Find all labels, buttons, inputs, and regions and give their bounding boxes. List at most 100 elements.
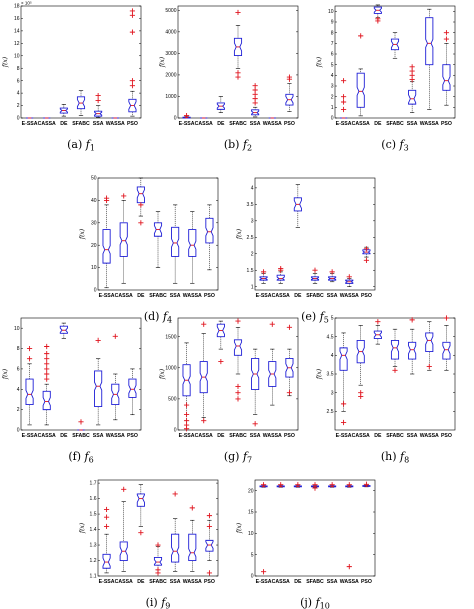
box-sfabc [153,542,163,576]
category-label: CASSA [352,433,370,439]
y-tick-label: 5 [251,552,254,558]
y-tick-label: 1.5 [247,268,254,274]
box-e-ssa [182,342,191,432]
outlier-marker [340,106,347,113]
box-body [251,109,260,116]
outlier-marker [286,74,293,80]
y-axis-label: f(x) [2,368,9,380]
category-label: PSO [284,433,295,439]
plot-frame [20,317,142,431]
plot-frame [97,479,219,577]
panel-7: 0 500 1000 1500 f(x) E-SSA CASSA DE SFABC SSA WASS… [159,317,299,465]
category-label: SSA [250,433,261,439]
y-tick-label: 9 [331,20,334,26]
box-wassa [268,321,277,406]
plot-frame [177,5,299,119]
outlier-marker [218,358,224,365]
box-body [119,541,128,561]
category-label: DE [294,579,302,585]
panel-caption: (j) f10 [300,596,330,609]
outlier-marker [44,366,50,372]
y-tick-label: 20 [91,243,97,249]
category-label: SFABC [72,121,90,127]
plot-frame [20,5,142,119]
outlier-marker [363,246,370,252]
y-tick-label: 10 [14,326,20,332]
outlier-marker [269,321,275,327]
outlier-marker [121,486,127,492]
y-axis-label: f(x) [316,368,323,380]
box-sfabc [390,328,400,373]
box-body [339,347,348,371]
category-label: SFABC [149,293,167,299]
box-e-ssa [259,269,268,284]
outlier-marker [346,274,352,280]
category-label: SFABC [149,579,167,585]
category-label: PSO [127,433,138,439]
y-tick-label: 5 [331,62,334,68]
category-label: DE [374,433,382,439]
y-tick-label: 1 [331,105,334,111]
outlier-marker [129,8,136,14]
box-pso [442,315,451,371]
box-body [59,325,68,334]
box-e-ssa [102,506,111,574]
category-label: DE [60,433,68,439]
outlier-marker [129,12,136,18]
box-pso [442,30,451,106]
box-body [373,330,382,339]
category-label: E-SSA [22,433,38,439]
outlier-marker [44,376,50,382]
box-body [128,98,137,113]
box-ssa [328,269,337,283]
category-label: SFABC [229,433,247,439]
outlier-marker [375,319,381,325]
panel-caption: (f) f6 [68,450,93,465]
outlier-marker [312,267,318,273]
box-wassa [345,274,354,288]
box-sfabc [390,32,400,59]
category-label: PSO [204,293,215,299]
y-tick-label: 4.5 [327,334,334,340]
outlier-marker [26,356,33,362]
box-body [76,96,86,110]
y-tick-label: 2000 [165,73,176,79]
box-e-ssa [339,332,348,426]
category-label: WASSA [420,121,439,127]
box-body [102,229,111,264]
box-wassa [345,482,354,570]
outlier-marker [278,265,284,272]
box-pso [205,513,214,576]
outlier-marker [112,333,118,339]
category-label: WASSA [340,293,359,299]
box-body [188,229,197,257]
category-label: DE [217,121,225,127]
box-body [182,364,191,397]
box-body [356,72,365,108]
box-pso [285,74,294,112]
y-tick-label: 3 [331,390,334,396]
outlier-marker [260,269,267,275]
plot-frame [177,317,299,431]
box-body [310,485,320,488]
outlier-marker [206,513,213,519]
outlier-marker [103,514,110,520]
outlier-marker [329,269,335,275]
outlier-marker [295,482,301,488]
category-label: E-SSA [336,121,352,127]
outlier-marker [155,567,161,573]
outlier-marker [363,481,370,487]
box-e-ssa [25,345,34,426]
box-body [285,93,294,106]
outlier-marker [183,418,190,424]
plot-frame [97,177,219,291]
y-tick-label: 4 [331,73,334,79]
y-tick-label: 1.1 [90,574,97,580]
category-label: SSA [93,433,104,439]
box-body [251,357,260,391]
y-tick-label: 7 [331,41,334,47]
box-pso [362,481,371,488]
box-de [59,104,68,117]
box-body [171,533,180,563]
y-tick-label: 8 [17,66,20,72]
